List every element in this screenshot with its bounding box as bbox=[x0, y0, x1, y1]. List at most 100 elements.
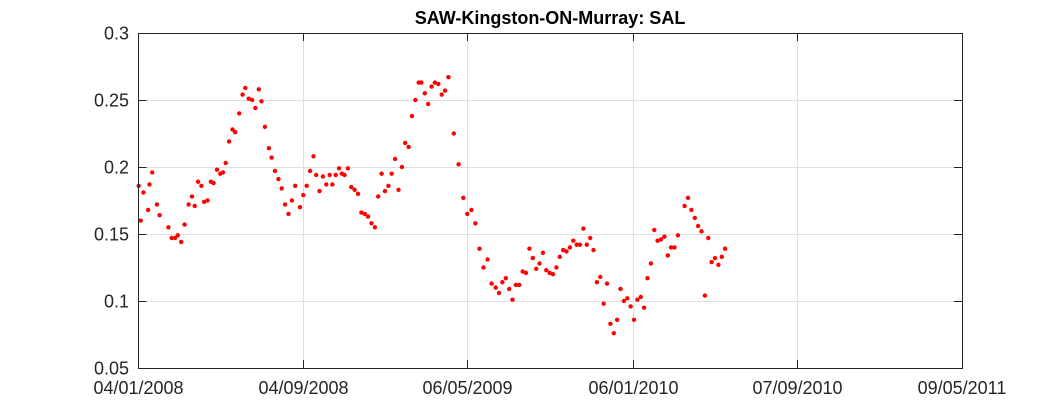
data-point bbox=[611, 331, 616, 336]
data-point bbox=[604, 281, 610, 286]
y-tick-label: 0.25 bbox=[94, 91, 129, 111]
data-point bbox=[601, 301, 606, 306]
data-point bbox=[266, 146, 272, 151]
data-point bbox=[349, 184, 354, 190]
data-point bbox=[527, 246, 532, 251]
data-point bbox=[699, 229, 704, 234]
data-point bbox=[392, 156, 398, 162]
data-point bbox=[520, 269, 525, 274]
data-point bbox=[456, 162, 461, 167]
data-point bbox=[588, 235, 593, 241]
data-point bbox=[645, 276, 650, 281]
data-point bbox=[682, 203, 687, 209]
data-point bbox=[719, 254, 724, 259]
data-point bbox=[469, 207, 474, 213]
data-point bbox=[641, 305, 647, 310]
y-tick-label: 0.15 bbox=[94, 225, 129, 245]
data-point bbox=[540, 250, 546, 255]
data-point bbox=[166, 225, 171, 230]
data-point bbox=[685, 195, 691, 200]
data-point bbox=[481, 265, 486, 270]
data-point bbox=[628, 304, 633, 309]
data-point bbox=[557, 254, 562, 259]
data-point bbox=[608, 321, 613, 326]
data-point bbox=[396, 187, 401, 192]
data-point bbox=[712, 255, 718, 261]
data-point bbox=[389, 171, 394, 176]
plot-area bbox=[138, 33, 962, 368]
data-point bbox=[574, 242, 579, 247]
data-point bbox=[269, 155, 274, 160]
data-point bbox=[154, 202, 160, 207]
data-point bbox=[259, 99, 264, 104]
x-tick-label: 06/05/2009 bbox=[422, 378, 512, 398]
data-point bbox=[631, 317, 637, 322]
data-point bbox=[675, 233, 681, 238]
data-point bbox=[307, 168, 313, 174]
data-point bbox=[554, 265, 559, 270]
data-point bbox=[199, 183, 204, 188]
data-point bbox=[614, 317, 620, 322]
data-point bbox=[581, 226, 586, 231]
data-point bbox=[192, 203, 197, 209]
data-point bbox=[279, 186, 284, 191]
data-point bbox=[544, 268, 549, 273]
data-point bbox=[564, 249, 569, 254]
y-tick-label: 0.2 bbox=[104, 158, 129, 178]
data-point bbox=[150, 170, 155, 175]
data-point bbox=[426, 101, 431, 107]
data-point bbox=[625, 296, 630, 301]
data-point bbox=[230, 127, 235, 132]
data-point bbox=[618, 286, 623, 292]
data-point bbox=[147, 182, 152, 187]
data-point bbox=[692, 215, 697, 221]
y-tick-label: 0.05 bbox=[94, 359, 129, 379]
data-point bbox=[382, 188, 388, 194]
data-point bbox=[662, 234, 667, 239]
data-point bbox=[286, 211, 291, 217]
data-point bbox=[550, 272, 556, 277]
data-point bbox=[169, 235, 174, 241]
data-point bbox=[211, 180, 216, 186]
data-point bbox=[311, 154, 316, 159]
data-point bbox=[432, 80, 438, 85]
data-point bbox=[293, 183, 298, 188]
data-point bbox=[409, 113, 415, 119]
data-point bbox=[672, 245, 677, 250]
data-point bbox=[571, 238, 576, 243]
data-point bbox=[189, 194, 195, 199]
data-point bbox=[451, 131, 456, 136]
x-tick-label: 04/09/2008 bbox=[258, 378, 348, 398]
data-point bbox=[220, 170, 226, 175]
data-point bbox=[256, 87, 261, 92]
data-point bbox=[465, 211, 470, 217]
data-point bbox=[372, 225, 378, 230]
data-point bbox=[413, 97, 418, 103]
gridlines bbox=[138, 33, 962, 368]
data-point bbox=[320, 174, 326, 179]
data-point bbox=[386, 183, 391, 188]
x-tick-label: 06/01/2010 bbox=[588, 378, 678, 398]
data-point bbox=[223, 160, 228, 166]
data-point bbox=[513, 282, 519, 288]
x-tick-labels: 04/01/2008 04/09/2008 06/05/2009 06/01/2010… bbox=[93, 378, 1006, 398]
data-point bbox=[276, 176, 281, 182]
data-point bbox=[226, 139, 232, 144]
data-point bbox=[272, 168, 278, 174]
data-point bbox=[638, 294, 643, 300]
data-point bbox=[362, 211, 367, 217]
data-point bbox=[179, 239, 184, 245]
data-point bbox=[500, 280, 505, 285]
data-point bbox=[352, 187, 357, 192]
data-point bbox=[665, 253, 670, 258]
data-point bbox=[473, 221, 478, 226]
data-point bbox=[336, 166, 342, 171]
data-point bbox=[709, 259, 714, 265]
data-point bbox=[655, 238, 660, 243]
data-point bbox=[365, 214, 371, 219]
data-point bbox=[461, 195, 466, 200]
data-point bbox=[534, 266, 539, 271]
data-point bbox=[584, 242, 589, 247]
data-point bbox=[141, 190, 146, 195]
data-point bbox=[419, 80, 424, 85]
